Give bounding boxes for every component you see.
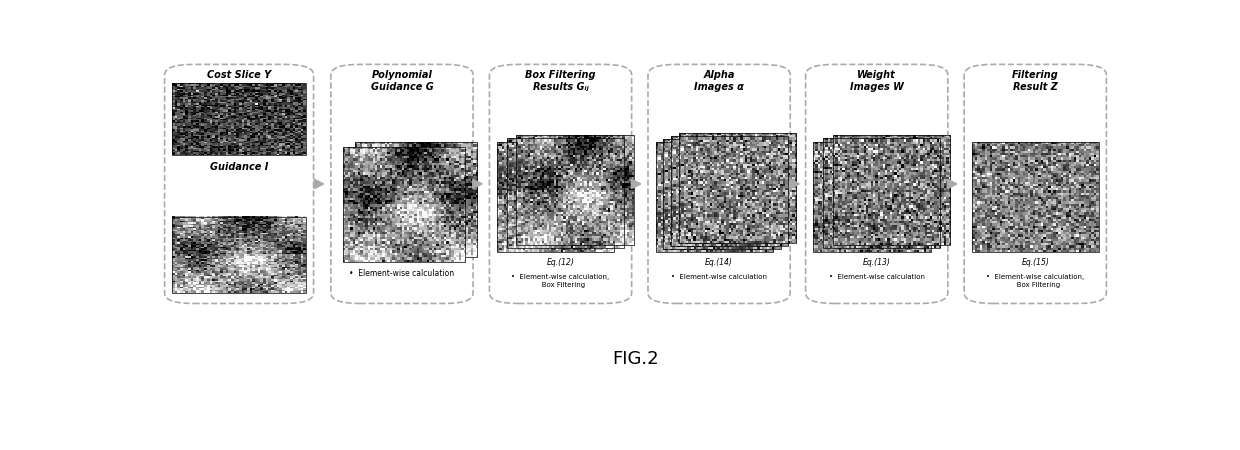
Text: Alpha
Images α: Alpha Images α <box>694 70 744 92</box>
Bar <box>671 136 789 246</box>
Text: Filtering
Result Z: Filtering Result Z <box>1012 70 1059 92</box>
FancyBboxPatch shape <box>649 64 790 303</box>
Text: Guidance I: Guidance I <box>210 162 268 172</box>
Bar <box>656 142 773 252</box>
Text: Eq.(15): Eq.(15) <box>1022 258 1049 267</box>
FancyBboxPatch shape <box>806 64 947 303</box>
Text: FIG.2: FIG.2 <box>613 350 658 368</box>
FancyBboxPatch shape <box>165 64 314 303</box>
Bar <box>663 139 781 249</box>
Text: •  Element-wise calculation: • Element-wise calculation <box>828 274 925 280</box>
Bar <box>507 138 624 248</box>
Text: Cost Slice Y: Cost Slice Y <box>207 70 272 80</box>
Bar <box>823 138 940 248</box>
FancyBboxPatch shape <box>490 64 631 303</box>
Text: Weight
Images W: Weight Images W <box>849 70 904 92</box>
Bar <box>678 133 796 243</box>
Bar <box>813 142 930 252</box>
FancyBboxPatch shape <box>331 64 474 303</box>
Text: Box Filtering
Results Gᵢⱼ: Box Filtering Results Gᵢⱼ <box>526 70 595 92</box>
FancyBboxPatch shape <box>965 64 1106 303</box>
Bar <box>355 142 477 256</box>
Bar <box>172 216 306 293</box>
Text: •  Element-wise calculation: • Element-wise calculation <box>671 274 768 280</box>
Text: •  Element-wise calculation,
   Box Filtering: • Element-wise calculation, Box Filterin… <box>511 274 610 288</box>
Text: Eq.(12): Eq.(12) <box>547 258 574 267</box>
Text: •  Element-wise calculation,
   Box Filtering: • Element-wise calculation, Box Filterin… <box>986 274 1085 288</box>
Text: Eq.(13): Eq.(13) <box>863 258 890 267</box>
Bar <box>497 142 614 252</box>
Bar <box>343 147 465 262</box>
Bar <box>516 135 634 245</box>
Text: Polynomial
Guidance G: Polynomial Guidance G <box>371 70 433 92</box>
Bar <box>172 83 306 155</box>
Text: Eq.(14): Eq.(14) <box>706 258 733 267</box>
Text: •  Element-wise calculation: • Element-wise calculation <box>350 269 455 278</box>
Bar <box>972 142 1099 252</box>
Bar <box>832 135 950 245</box>
